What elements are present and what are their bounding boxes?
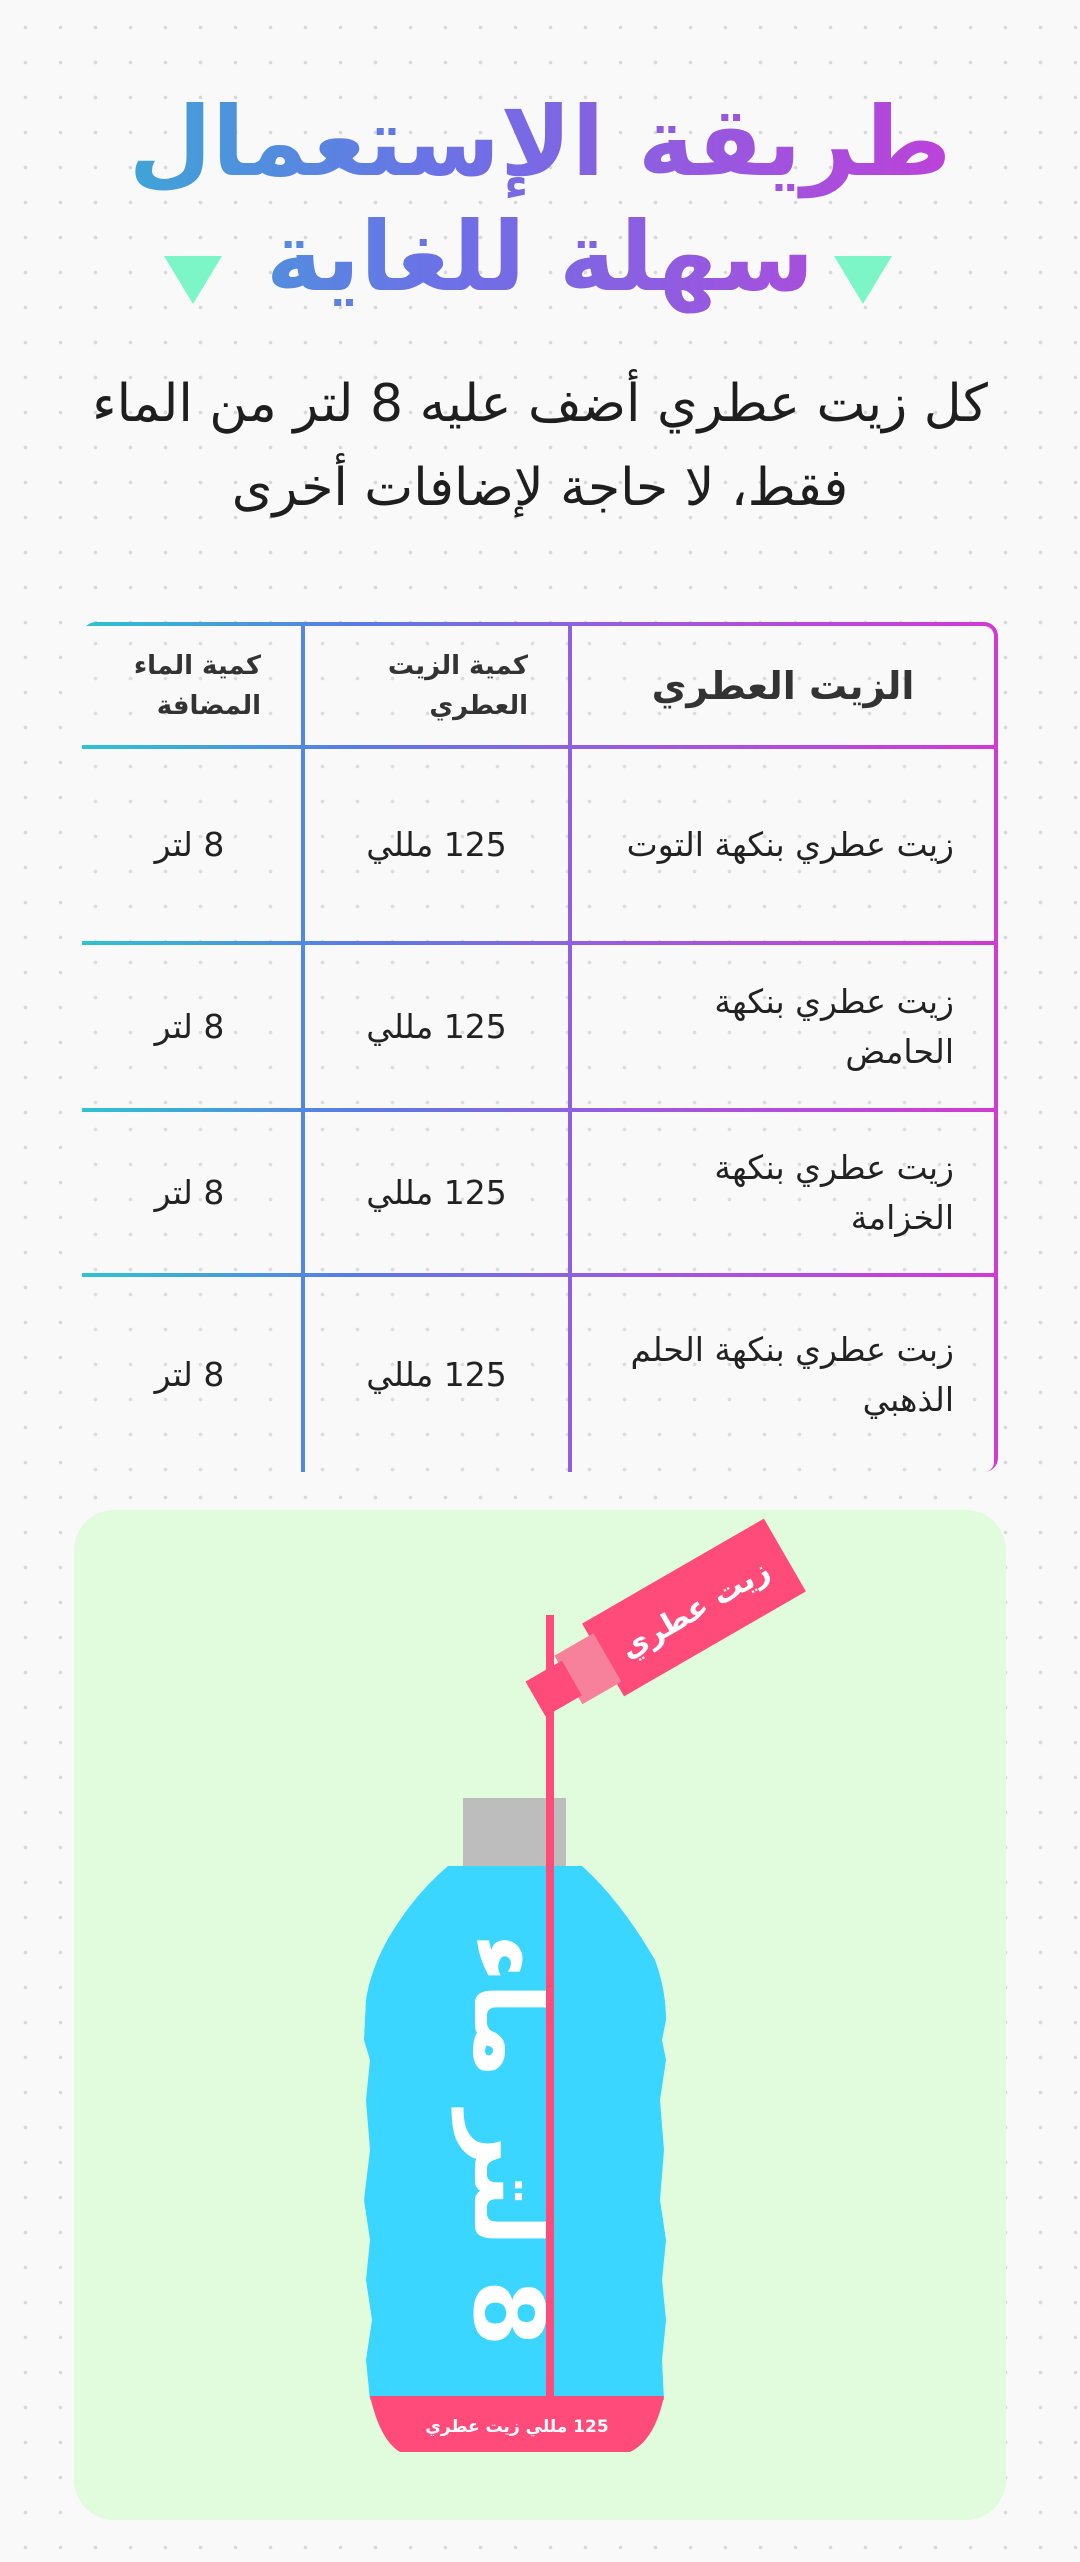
bottom-band-label: 125 مللي زيت عطري	[425, 2417, 608, 2437]
row-oil-amount: 125 مللي	[305, 1277, 568, 1472]
header-water-amount: كمية الماء المضافة	[78, 626, 301, 745]
subtitle-line2: فقط، لا حاجة لإضافات أخرى	[231, 458, 849, 518]
row-oil-name: زيت عطري بنكهة التوت	[572, 749, 994, 941]
water-bottle-icon	[364, 1866, 666, 2400]
row-oil-name: زيت عطري بنكهة الحامض	[572, 945, 994, 1108]
header-oil-amount: كمية الزيت العطري	[305, 626, 568, 745]
page-title-line1: طريقة الإستعمال	[0, 85, 1080, 200]
row-water-amount: 8 لتر	[78, 945, 301, 1108]
water-bottle-label: 8 لتر ماء	[452, 1933, 564, 2346]
row-oil-name: زبت عطري بنكهة الحلم الذهبي	[572, 1277, 994, 1472]
row-oil-name: زيت عطري بنكهة الخزامة	[572, 1112, 994, 1273]
usage-table: الزيت العطري كمية الزيت العطري كمية الما…	[78, 622, 998, 1472]
page-title-line2: سهلة للغاية	[0, 200, 1080, 315]
header-oil: الزيت العطري	[572, 626, 994, 745]
oil-band	[370, 2396, 664, 2452]
row-oil-amount: 125 مللي	[305, 945, 568, 1108]
triangle-decoration-icon	[834, 256, 892, 304]
row-water-amount: 8 لتر	[78, 1112, 301, 1273]
oil-stream	[546, 1615, 554, 2400]
row-oil-amount: 125 مللي	[305, 1112, 568, 1273]
row-water-amount: 8 لتر	[78, 1277, 301, 1472]
oil-bottle-icon: زيت عطري	[525, 1518, 806, 1717]
subtitle-line1: كل زيت عطري أضف عليه 8 لتر من الماء	[92, 374, 988, 434]
subtitle: كل زيت عطري أضف عليه 8 لتر من الماء فقط،…	[40, 362, 1040, 530]
triangle-decoration-icon	[164, 256, 222, 304]
row-water-amount: 8 لتر	[78, 749, 301, 941]
row-oil-amount: 125 مللي	[305, 749, 568, 941]
